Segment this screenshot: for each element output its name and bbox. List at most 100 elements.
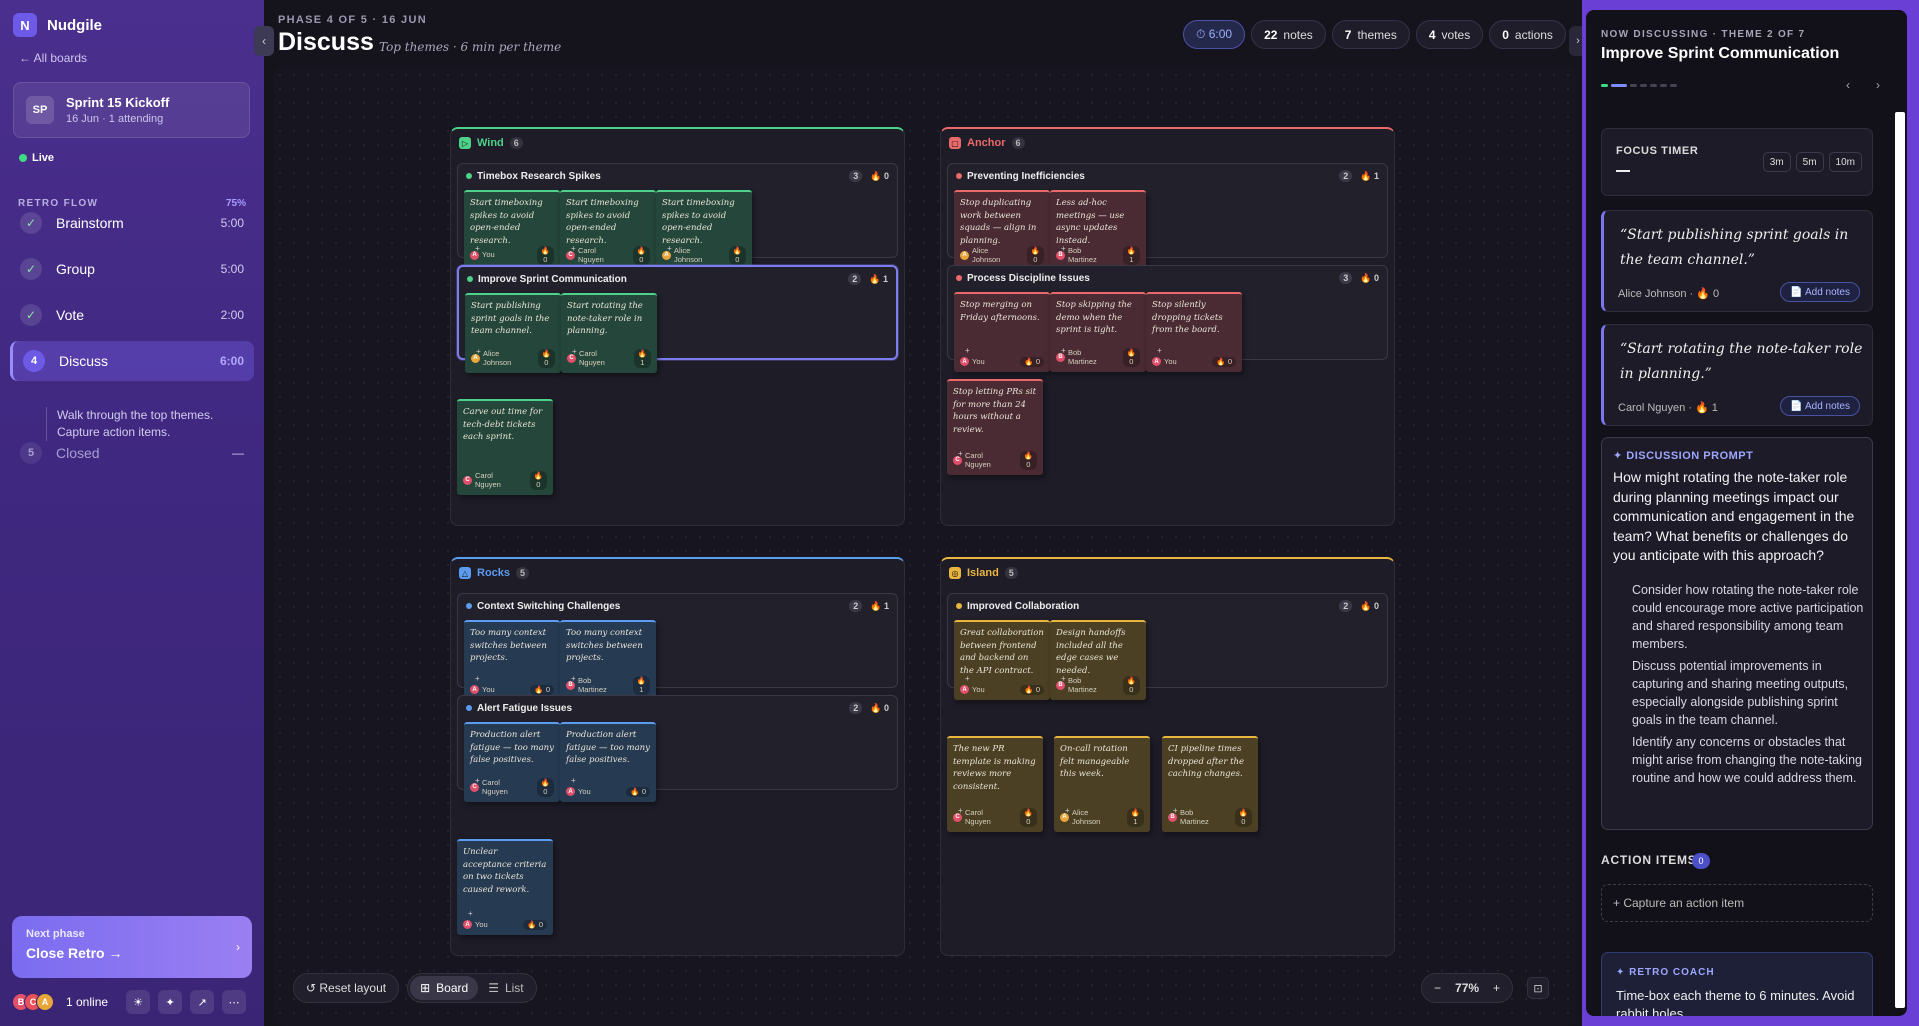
sticky-note[interactable]: Stop skipping the demo when the sprint i…	[1050, 292, 1146, 372]
theme-group[interactable]: Alert Fatigue Issues 2 🔥 0 Production alert…	[457, 695, 898, 802]
add-reaction-icon[interactable]: +	[958, 449, 963, 458]
note-votes[interactable]: 🔥 0	[1212, 356, 1236, 367]
note-votes[interactable]: 🔥 1	[632, 676, 650, 695]
sticky-note[interactable]: Production alert fatigue — too many fals…	[560, 722, 656, 802]
sticky-note[interactable]: Unclear acceptance criteria on two ticke…	[457, 839, 553, 935]
add-reaction-icon[interactable]: +	[958, 806, 963, 815]
sticky-note[interactable]: Start timeboxing spikes to avoid open-en…	[464, 190, 560, 270]
panel-scrollbar[interactable]	[1895, 112, 1905, 1008]
sticky-note[interactable]: On-call rotation felt manageable this we…	[1054, 736, 1150, 832]
sticky-note[interactable]: Stop letting PRs sit for more than 24 ho…	[947, 379, 1043, 475]
sparkle-icon[interactable]: ✦	[158, 990, 183, 1014]
stat-themes[interactable]: 7 themes	[1331, 20, 1410, 49]
zoom-in-button[interactable]: +	[1493, 981, 1501, 995]
add-reaction-icon[interactable]: +	[1061, 674, 1066, 683]
next-phase-button[interactable]: Next phase Close Retro → ›	[12, 916, 252, 978]
sticky-note[interactable]: Too many context switches between projec…	[464, 620, 560, 700]
list-view-button[interactable]: ☰ List	[478, 976, 533, 1000]
zoom-out-button[interactable]: −	[1434, 981, 1442, 995]
add-reaction-icon[interactable]: +	[476, 347, 481, 356]
note-votes[interactable]: 🔥 0	[1234, 808, 1252, 827]
sticky-note[interactable]: Start timeboxing spikes to avoid open-en…	[560, 190, 656, 270]
add-reaction-icon[interactable]: +	[475, 674, 480, 683]
timer-preset-10m[interactable]: 10m	[1828, 152, 1862, 172]
sticky-note[interactable]: Stop duplicating work between squads — a…	[954, 190, 1050, 270]
add-reaction-icon[interactable]: +	[965, 674, 970, 683]
note-votes[interactable]: 🔥 0	[1122, 348, 1140, 367]
add-reaction-icon[interactable]: +	[571, 776, 576, 785]
sticky-note[interactable]: The new PR template is making reviews mo…	[947, 736, 1043, 832]
stat-votes[interactable]: 4 votes	[1415, 20, 1484, 49]
brand[interactable]: N Nudgile	[13, 13, 102, 37]
sticky-note[interactable]: Great collaboration between frontend and…	[954, 620, 1050, 700]
theme-group[interactable]: Process Discipline Issues 3 🔥 0 Stop mergin…	[947, 265, 1388, 372]
note-votes[interactable]: 🔥 0	[1019, 808, 1037, 827]
add-reaction-icon[interactable]: +	[1061, 346, 1066, 355]
sticky-note[interactable]: Stop merging on Friday afternoons. + A You 🔥…	[954, 292, 1050, 372]
add-notes-button[interactable]: 📄 Add notes	[1780, 282, 1860, 302]
sticky-note[interactable]: Start rotating the note-taker role in pl…	[561, 293, 657, 373]
phase-item-discuss[interactable]: 4 Discuss 6:00	[10, 341, 254, 381]
section-header[interactable]: ▷ Wind 6	[451, 129, 904, 157]
section-header[interactable]: ◎ Island 5	[941, 559, 1394, 587]
note-votes[interactable]: 🔥 1	[1122, 246, 1140, 265]
note-votes[interactable]: 🔥 0	[728, 246, 746, 265]
note-votes[interactable]: 🔥 0	[632, 246, 650, 265]
note-votes[interactable]: 🔥 0	[529, 471, 547, 490]
sticky-note[interactable]: Start publishing sprint goals in the tea…	[465, 293, 561, 373]
prev-theme-button[interactable]: ‹	[1846, 78, 1850, 92]
sticky-note[interactable]: Too many context switches between projec…	[560, 620, 656, 700]
sticky-note[interactable]: Less ad-hoc meetings — use async updates…	[1050, 190, 1146, 270]
capture-action-item-button[interactable]: + Capture an action item	[1601, 884, 1873, 922]
add-reaction-icon[interactable]: +	[1065, 806, 1070, 815]
theme-group[interactable]: Timebox Research Spikes 3 🔥 0 Start timebox…	[457, 163, 898, 270]
next-theme-button[interactable]: ›	[1876, 78, 1880, 92]
theme-group[interactable]: Improved Collaboration 2 🔥 0 Great collabor…	[947, 593, 1388, 700]
sticky-note[interactable]: Start timeboxing spikes to avoid open-en…	[656, 190, 752, 270]
sticky-note[interactable]: CI pipeline times dropped after the cach…	[1162, 736, 1258, 832]
add-reaction-icon[interactable]: +	[475, 244, 480, 253]
fit-to-screen-button[interactable]: ⊡	[1527, 977, 1549, 999]
section-header[interactable]: △ Rocks 5	[451, 559, 904, 587]
theme-group[interactable]: Improve Sprint Communication 2 🔥 1 Start pu…	[457, 265, 898, 373]
note-votes[interactable]: 🔥 0	[537, 349, 555, 368]
add-reaction-icon[interactable]: +	[571, 244, 576, 253]
note-votes[interactable]: 🔥 0	[1122, 676, 1140, 695]
phase-timer[interactable]: ⏱ 6:00	[1183, 20, 1246, 49]
sticky-note[interactable]: Carve out time for tech-debt tickets eac…	[457, 399, 553, 495]
add-reaction-icon[interactable]: +	[475, 776, 480, 785]
phase-item-group[interactable]: ✓ Group 5:00	[10, 249, 254, 289]
note-votes[interactable]: 🔥 1	[633, 349, 651, 368]
sticky-note[interactable]: Production alert fatigue — too many fals…	[464, 722, 560, 802]
timer-preset-3m[interactable]: 3m	[1762, 152, 1791, 172]
add-reaction-icon[interactable]: +	[1157, 346, 1162, 355]
note-votes[interactable]: 🔥 1	[1126, 808, 1144, 827]
add-reaction-icon[interactable]: +	[571, 674, 576, 683]
theme-group[interactable]: Preventing Inefficiencies 2 🔥 1 Stop duplic…	[947, 163, 1388, 270]
add-reaction-icon[interactable]: +	[468, 909, 473, 918]
all-boards-link[interactable]: ← All boards	[19, 51, 88, 65]
add-notes-button[interactable]: 📄 Add notes	[1780, 396, 1860, 416]
add-reaction-icon[interactable]: +	[1061, 244, 1066, 253]
note-votes[interactable]: 🔥 0	[523, 919, 547, 930]
stat-actions[interactable]: 0 actions	[1489, 20, 1566, 49]
sticky-note[interactable]: Design handoffs included all the edge ca…	[1050, 620, 1146, 700]
note-votes[interactable]: 🔥 0	[1019, 451, 1037, 470]
board-card[interactable]: SP Sprint 15 Kickoff 16 Jun · 1 attendin…	[13, 82, 250, 138]
note-votes[interactable]: 🔥 0	[1020, 684, 1044, 695]
theme-group[interactable]: Context Switching Challenges 2 🔥 1 Too many…	[457, 593, 898, 700]
add-reaction-icon[interactable]: +	[667, 244, 672, 253]
note-votes[interactable]: 🔥 0	[1026, 246, 1044, 265]
phase-item-brainstorm[interactable]: ✓ Brainstorm 5:00	[10, 203, 254, 243]
add-reaction-icon[interactable]: +	[572, 347, 577, 356]
sticky-note[interactable]: Stop silently dropping tickets from the …	[1146, 292, 1242, 372]
collapse-sidebar-button[interactable]: ‹	[254, 26, 274, 56]
board-canvas[interactable]: ▷ Wind 6 Timebox Research Spikes 3 🔥 0 Start t…	[273, 68, 1577, 1026]
note-votes[interactable]: 🔥 0	[536, 778, 554, 797]
phase-item-closed[interactable]: 5 Closed —	[10, 433, 254, 473]
note-votes[interactable]: 🔥 0	[530, 684, 554, 695]
stat-notes[interactable]: 22 notes	[1251, 20, 1326, 49]
add-reaction-icon[interactable]: +	[965, 346, 970, 355]
theme-toggle-icon[interactable]: ☀	[126, 990, 151, 1014]
